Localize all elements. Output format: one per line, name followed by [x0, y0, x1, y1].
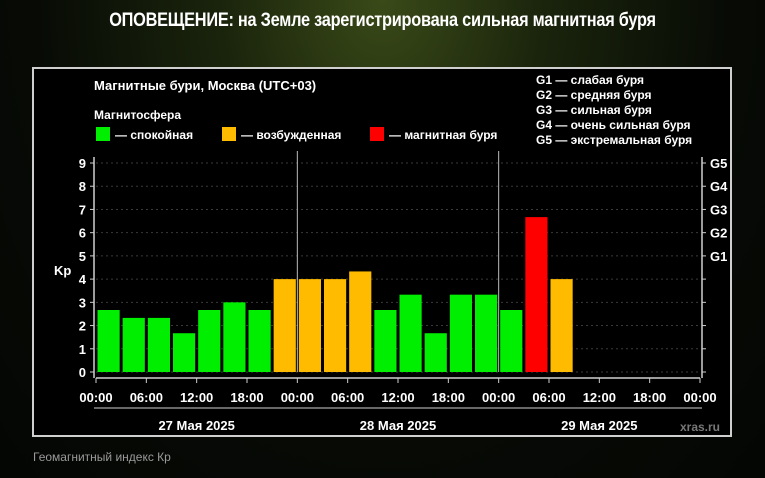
x-tick-label-0: 00:00: [79, 390, 112, 405]
bar-18: [550, 279, 573, 372]
x-tick-label-8: 00:00: [482, 390, 515, 405]
legend-label-1: — возбужденная: [241, 128, 341, 142]
bar-9: [324, 279, 347, 372]
bar-17: [525, 217, 548, 372]
legend-swatch-2: [370, 127, 384, 141]
bar-0: [97, 309, 120, 372]
x-tick-label-2: 12:00: [180, 390, 213, 405]
x-tick-label-12: 00:00: [683, 390, 716, 405]
legend-swatch-1: [222, 127, 236, 141]
y-tick-label-5: 5: [79, 249, 86, 264]
alert-title: ОПОВЕЩЕНИЕ: на Земле зарегистрирована си…: [109, 10, 656, 31]
storm-level-1: G1 — слабая буря: [536, 73, 644, 87]
bar-12: [399, 294, 422, 372]
bars: [97, 217, 573, 372]
day-label-0: 27 Мая 2025: [158, 418, 234, 433]
y-tick-label-1: 1: [79, 342, 86, 357]
x-tick-label-10: 12:00: [583, 390, 616, 405]
y-tick-label-2: 2: [79, 319, 86, 334]
grid: [96, 151, 700, 373]
x-tick-label-7: 18:00: [432, 390, 465, 405]
bar-8: [298, 279, 321, 372]
bar-7: [273, 279, 296, 372]
chart-frame: Магнитные бури, Москва (UTC+03) Магнитос…: [32, 67, 732, 437]
caption: Геомагнитный индекс Кр: [33, 450, 171, 464]
y-tick-label-8: 8: [79, 179, 86, 194]
bar-16: [500, 309, 523, 372]
bar-14: [449, 294, 472, 372]
legend-title: Магнитосфера: [94, 108, 181, 122]
storm-level-5: G5 — экстремальная буря: [536, 133, 692, 147]
right-tick-label-G5: G5: [710, 156, 727, 171]
bar-2: [147, 317, 170, 372]
x-tick-label-11: 18:00: [633, 390, 666, 405]
x-tick-label-1: 06:00: [130, 390, 163, 405]
right-tick-label-G2: G2: [710, 226, 727, 241]
right-tick-label-G3: G3: [710, 202, 727, 217]
bar-13: [424, 333, 447, 372]
day-label-2: 29 Мая 2025: [561, 418, 637, 433]
x-tick-label-4: 00:00: [281, 390, 314, 405]
storm-level-3: G3 — сильная буря: [536, 103, 652, 117]
y-tick-label-0: 0: [79, 365, 86, 380]
bar-3: [173, 333, 196, 372]
legend-label-0: — спокойная: [115, 128, 193, 142]
y-tick-label-7: 7: [79, 202, 86, 217]
bar-4: [198, 309, 221, 372]
right-tick-label-G4: G4: [710, 179, 728, 194]
x-tick-label-6: 12:00: [381, 390, 414, 405]
day-labels: 27 Мая 2025 28 Мая 2025 29 Мая 2025: [158, 418, 637, 433]
kp-chart: Магнитные бури, Москва (UTC+03) Магнитос…: [54, 73, 728, 434]
x-tick-label-3: 18:00: [230, 390, 263, 405]
y-ticks: 0 1 2 3 4 5 6 7 8 9: [79, 156, 94, 380]
storm-level-2: G2 — средняя буря: [536, 88, 652, 102]
x-tick-label-9: 06:00: [532, 390, 565, 405]
y-tick-label-6: 6: [79, 226, 86, 241]
legend-swatch-0: [96, 127, 110, 141]
day-label-1: 28 Мая 2025: [360, 418, 436, 433]
x-ticks: 00:00 06:00 12:00 18:00 00:00 06:00 12:00 18:00…: [79, 378, 717, 405]
y-tick-label-9: 9: [79, 156, 86, 171]
bar-6: [248, 309, 271, 372]
bar-11: [374, 309, 397, 372]
x-tick-label-5: 06:00: [331, 390, 364, 405]
legend: — спокойная — возбужденная — магнитная бур…: [96, 127, 497, 142]
watermark: xras.ru: [680, 420, 720, 434]
y-tick-label-4: 4: [79, 272, 87, 287]
storm-level-4: G4 — очень сильная буря: [536, 118, 691, 132]
y-tick-label-3: 3: [79, 295, 86, 310]
legend-label-2: — магнитная буря: [389, 128, 497, 142]
bar-10: [349, 271, 372, 372]
right-ticks: G1 G2 G3 G4 G5: [702, 156, 728, 373]
bar-1: [122, 317, 145, 372]
bar-15: [475, 294, 498, 372]
chart-title: Магнитные бури, Москва (UTC+03): [94, 78, 316, 93]
right-tick-label-G1: G1: [710, 249, 727, 264]
bar-5: [223, 302, 246, 372]
y-axis-label: Kp: [54, 263, 71, 278]
